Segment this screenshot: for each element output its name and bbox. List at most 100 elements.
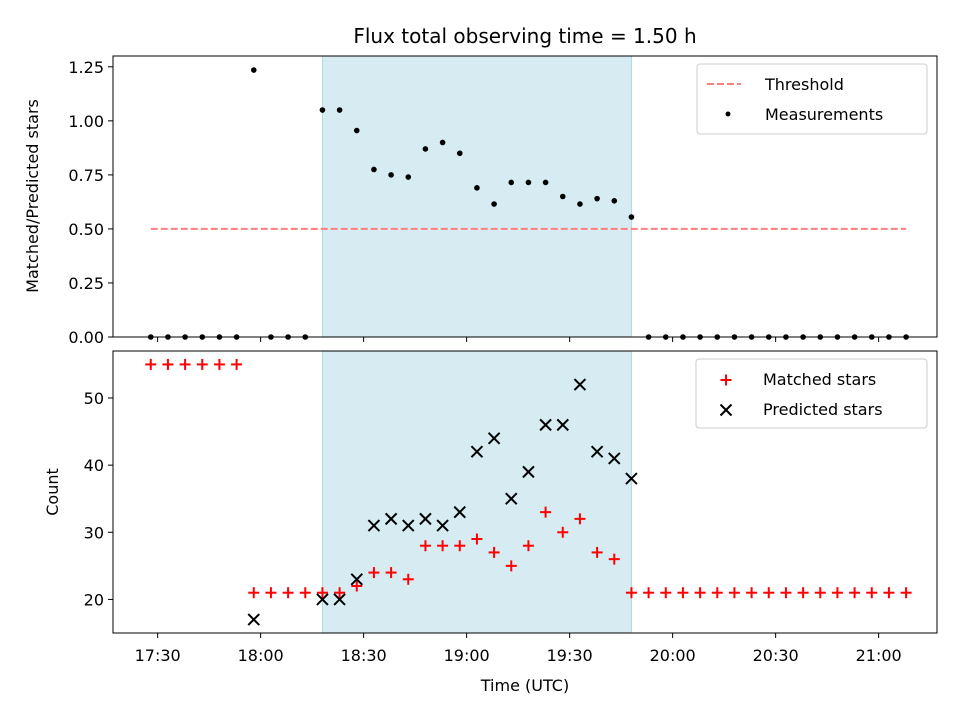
cross-stroke-b bbox=[350, 573, 363, 586]
cross-stroke-b bbox=[625, 472, 638, 485]
y-tick-label: 0.50 bbox=[68, 220, 104, 239]
matched-star-point bbox=[574, 513, 586, 525]
legend-measurement-label: Measurements bbox=[765, 105, 883, 124]
bottom-y-ticks: 20 30 40 50 bbox=[84, 389, 113, 609]
matched-star-point bbox=[746, 587, 758, 599]
predicted-star-point bbox=[556, 418, 569, 432]
bottom-count-points bbox=[145, 358, 912, 626]
matched-star-point bbox=[368, 567, 380, 579]
x-tick-label: 19:30 bbox=[547, 646, 593, 665]
y-tick-label: 0.75 bbox=[68, 166, 104, 185]
top-y-ticks: 0.00 0.25 0.50 0.75 1.00 1.25 bbox=[68, 58, 113, 347]
predicted-star-point bbox=[316, 593, 329, 606]
matched-star-point bbox=[591, 546, 603, 558]
predicted-star-point bbox=[453, 505, 466, 519]
top-axes-frame bbox=[112, 55, 938, 338]
cross-stroke-b bbox=[367, 519, 381, 532]
matched-star-point bbox=[849, 587, 861, 599]
predicted-star-point bbox=[470, 445, 484, 458]
matched-star-point bbox=[231, 358, 243, 370]
matched-star-point bbox=[162, 358, 174, 370]
cross-stroke-b bbox=[505, 492, 518, 505]
measurement-point bbox=[525, 179, 532, 186]
predicted-star-point bbox=[590, 445, 604, 458]
legend-frame bbox=[696, 63, 928, 135]
x-tick-label: 20:00 bbox=[650, 646, 696, 665]
x-tick-label: 18:30 bbox=[341, 646, 387, 665]
predicted-star-point bbox=[608, 452, 621, 465]
matched-star-point bbox=[814, 587, 826, 599]
cross-stroke-b bbox=[453, 505, 466, 519]
top-legend: Threshold Measurements bbox=[696, 63, 928, 135]
measurement-point bbox=[559, 193, 566, 200]
matched-star-point bbox=[419, 540, 431, 552]
top-panel: 0.00 0.25 0.50 0.75 1.00 1.25 Flux total obse… bbox=[23, 24, 938, 347]
predicted-star-point bbox=[350, 573, 363, 586]
legend-measurement-swatch bbox=[725, 111, 731, 117]
y-tick-label: 1.00 bbox=[68, 112, 104, 131]
predicted-star-point bbox=[436, 519, 449, 532]
cross-stroke-b bbox=[556, 418, 569, 432]
measurement-point bbox=[422, 146, 429, 152]
measurement-point bbox=[439, 139, 446, 146]
measurement-point bbox=[594, 195, 600, 202]
predicted-star-point bbox=[539, 418, 552, 432]
matched-star-point bbox=[643, 587, 655, 599]
cross-stroke-b bbox=[316, 593, 329, 606]
matched-star-point bbox=[505, 560, 517, 572]
measurement-point bbox=[371, 166, 377, 173]
matched-star-point bbox=[179, 358, 191, 370]
measurement-point bbox=[250, 67, 257, 73]
top-x-ticks bbox=[157, 337, 880, 342]
matched-star-point bbox=[557, 526, 569, 538]
predicted-star-point bbox=[402, 519, 415, 532]
matched-star-point bbox=[711, 587, 723, 599]
y-tick-label: 1.25 bbox=[68, 58, 104, 77]
cross-stroke-b bbox=[719, 403, 733, 417]
y-tick-label: 0.25 bbox=[68, 274, 104, 293]
bottom-axes-frame bbox=[112, 350, 938, 634]
x-axis-label: Time (UTC) bbox=[480, 676, 569, 695]
predicted-star-point bbox=[333, 593, 346, 606]
legend-threshold-label: Threshold bbox=[764, 75, 844, 94]
matched-star-point bbox=[351, 580, 363, 592]
bottom-x-ticks: 17:30 18:00 18:30 19:00 19:30 20:00 20:30 21:00 bbox=[135, 633, 902, 665]
cross-stroke-b bbox=[436, 519, 449, 532]
matched-star-point bbox=[883, 587, 895, 599]
predicted-star-point bbox=[487, 432, 501, 445]
measurement-point bbox=[353, 127, 360, 134]
matched-star-point bbox=[608, 553, 620, 565]
matched-star-point bbox=[471, 533, 483, 545]
cross-stroke-b bbox=[539, 418, 552, 432]
matched-star-point bbox=[282, 587, 294, 599]
matched-star-point bbox=[660, 587, 672, 599]
matched-star-point bbox=[900, 587, 912, 599]
matched-star-point bbox=[677, 587, 689, 599]
legend-frame bbox=[695, 358, 928, 429]
predicted-star-point bbox=[367, 519, 381, 532]
bottom-y-axis-label: Count bbox=[43, 468, 62, 516]
measurement-point bbox=[611, 198, 618, 204]
matched-star-point bbox=[334, 587, 346, 599]
legend-matched-label: Matched stars bbox=[763, 370, 876, 389]
matched-star-point bbox=[763, 587, 775, 599]
measurement-point bbox=[388, 172, 394, 178]
cross-stroke-b bbox=[247, 613, 260, 626]
top-observing-span bbox=[321, 55, 632, 338]
y-tick-label: 40 bbox=[84, 456, 104, 475]
measurement-point bbox=[577, 201, 583, 207]
x-tick-label: 21:00 bbox=[856, 646, 902, 665]
y-tick-label: 0.00 bbox=[68, 328, 104, 347]
matched-star-point bbox=[488, 546, 500, 558]
bottom-observing-span bbox=[321, 350, 632, 634]
predicted-star-point bbox=[625, 472, 638, 485]
cross-stroke-b bbox=[419, 512, 432, 526]
matched-star-point bbox=[454, 540, 466, 552]
matched-star-point bbox=[213, 358, 225, 370]
matched-star-point bbox=[316, 587, 328, 599]
matched-star-point bbox=[437, 540, 449, 552]
measurement-point bbox=[628, 214, 635, 220]
top-y-axis-label: Matched/Predicted stars bbox=[23, 99, 42, 293]
measurement-point bbox=[542, 179, 549, 186]
